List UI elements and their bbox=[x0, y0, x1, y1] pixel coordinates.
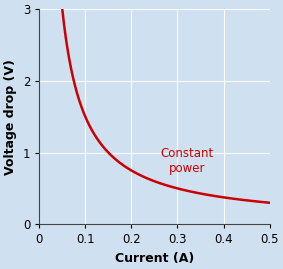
X-axis label: Current (A): Current (A) bbox=[115, 252, 194, 265]
Y-axis label: Voltage drop (V): Voltage drop (V) bbox=[4, 59, 17, 175]
Text: Constant
power: Constant power bbox=[160, 147, 213, 175]
